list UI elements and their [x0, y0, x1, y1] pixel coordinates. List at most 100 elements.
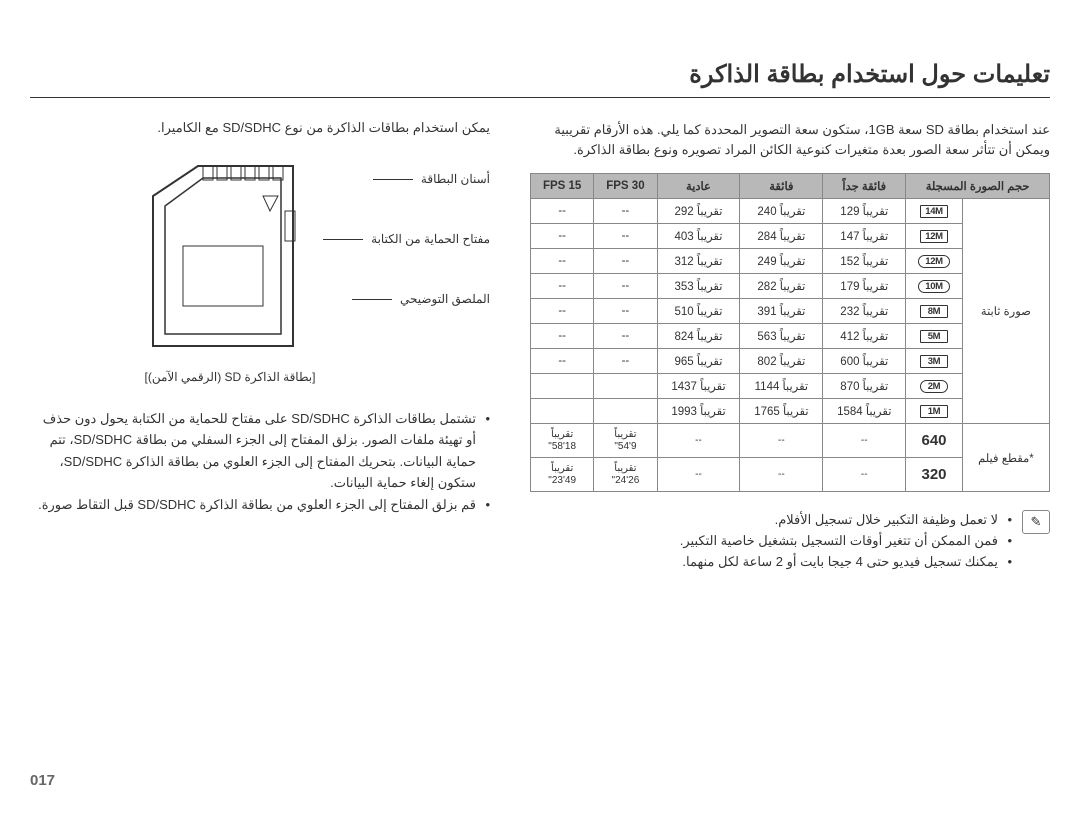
table-cell: --: [594, 324, 657, 349]
table-cell: --: [594, 274, 657, 299]
size-tag: 5M: [920, 330, 948, 343]
table-cell: --: [740, 458, 823, 492]
page-title: تعليمات حول استخدام بطاقة الذاكرة: [30, 60, 1050, 98]
size-tag: 2M: [920, 380, 948, 393]
table-cell: تقريباً 179: [823, 274, 906, 299]
table-header-row: حجم الصورة المسجلة فائقة جداً فائقة عادي…: [531, 174, 1050, 199]
note-item: فمن الممكن أن تتغير أوقات التسجيل بتشغيل…: [530, 531, 1012, 552]
note-icon: ✎: [1022, 510, 1050, 534]
table-cell: --: [531, 199, 594, 224]
row-type-still: صورة ثابتة: [962, 199, 1049, 424]
capacity-table: حجم الصورة المسجلة فائقة جداً فائقة عادي…: [530, 173, 1050, 492]
table-cell: تقريباً 1144: [740, 374, 823, 399]
table-cell: --: [740, 424, 823, 458]
table-cell: تقريباً 563: [740, 324, 823, 349]
diagram-caption: [بطاقة الذاكرة SD (الرقمي الآمن)]: [30, 370, 430, 384]
table-cell: --: [531, 349, 594, 374]
size-tag: 10M: [918, 280, 950, 293]
bullets-right: تشتمل بطاقات الذاكرة SD/SDHC على مفتاح ل…: [30, 408, 490, 515]
th-size: حجم الصورة المسجلة: [906, 174, 1050, 199]
table-cell: تقريباً 282: [740, 274, 823, 299]
table-cell: --: [594, 299, 657, 324]
diagram-label-lock: مفتاح الحماية من الكتابة: [371, 232, 490, 246]
table-cell: --: [823, 424, 906, 458]
table-cell: تقريباً 1437: [657, 374, 740, 399]
size-tag: 3M: [920, 355, 948, 368]
row-type-video: *مقطع فيلم: [962, 424, 1049, 492]
table-cell: [594, 399, 657, 424]
size-tag-cell: 2M: [906, 374, 963, 399]
table-cell: تقريباً49'23": [531, 458, 594, 492]
table-cell: --: [531, 249, 594, 274]
table-cell: تقريباً 240: [740, 199, 823, 224]
video-size-tag: 320: [906, 458, 963, 492]
table-cell: [531, 399, 594, 424]
table-cell: تقريباً 1993: [657, 399, 740, 424]
bullet-item: قم بزلق المفتاح إلى الجزء العلوي من بطاق…: [30, 494, 490, 515]
table-cell: تقريباً 391: [740, 299, 823, 324]
size-tag: 8M: [920, 305, 948, 318]
table-cell: تقريباً 353: [657, 274, 740, 299]
table-cell: --: [594, 224, 657, 249]
size-tag: 12M: [918, 255, 950, 268]
table-cell: تقريباً 152: [823, 249, 906, 274]
size-tag: 14M: [920, 205, 948, 218]
size-tag-cell: 12M: [906, 249, 963, 274]
table-cell: تقريباً 403: [657, 224, 740, 249]
table-cell: تقريباً 1584: [823, 399, 906, 424]
diagram-label-teeth: أسنان البطاقة: [421, 172, 490, 186]
size-tag-cell: 10M: [906, 274, 963, 299]
table-cell: تقريباً 802: [740, 349, 823, 374]
page-number: 017: [30, 772, 55, 789]
table-cell: --: [531, 299, 594, 324]
table-cell: --: [594, 349, 657, 374]
size-tag-cell: 14M: [906, 199, 963, 224]
table-cell: تقريباً18'58": [531, 424, 594, 458]
size-tag-cell: 12M: [906, 224, 963, 249]
table-cell: تقريباً 870: [823, 374, 906, 399]
diagram-label-sticker: الملصق التوضيحي: [400, 292, 490, 306]
th-fine: فائقة: [740, 174, 823, 199]
table-cell: تقريباً 147: [823, 224, 906, 249]
table-row: صورة ثابتة14Mتقريباً 129تقريباً 240تقريب…: [531, 199, 1050, 224]
table-cell: تقريباً9'54": [594, 424, 657, 458]
table-cell: تقريباً 510: [657, 299, 740, 324]
table-cell: تقريباً 312: [657, 249, 740, 274]
size-tag-cell: 5M: [906, 324, 963, 349]
table-cell: --: [531, 274, 594, 299]
table-cell: تقريباً 232: [823, 299, 906, 324]
table-cell: تقريباً 600: [823, 349, 906, 374]
notes-left: ✎ لا تعمل وظيفة التكبير خلال تسجيل الأفل…: [530, 510, 1050, 572]
table-cell: --: [823, 458, 906, 492]
table-cell: تقريباً 292: [657, 199, 740, 224]
th-fps30: FPS 30: [594, 174, 657, 199]
table-row: *مقطع فيلم640------تقريباً9'54"تقريباً18…: [531, 424, 1050, 458]
table-cell: تقريباً 824: [657, 324, 740, 349]
th-superfine: فائقة جداً: [823, 174, 906, 199]
table-cell: [531, 374, 594, 399]
table-cell: تقريباً 965: [657, 349, 740, 374]
table-cell: --: [594, 199, 657, 224]
table-cell: --: [531, 224, 594, 249]
table-cell: تقريباً 129: [823, 199, 906, 224]
table-cell: تقريباً 249: [740, 249, 823, 274]
table-cell: [594, 374, 657, 399]
table-cell: --: [531, 324, 594, 349]
note-item: لا تعمل وظيفة التكبير خلال تسجيل الأفلام…: [530, 510, 1012, 531]
size-tag-cell: 3M: [906, 349, 963, 374]
table-cell: --: [657, 424, 740, 458]
size-tag: 12M: [920, 230, 948, 243]
intro-right: يمكن استخدام بطاقات الذاكرة من نوع SD/SD…: [30, 120, 490, 136]
sd-card-diagram: أسنان البطاقة مفتاح الحماية من الكتابة ا…: [30, 156, 490, 356]
note-item: يمكنك تسجيل فيديو حتى 4 جيجا بايت أو 2 س…: [530, 552, 1012, 573]
size-tag-cell: 1M: [906, 399, 963, 424]
table-cell: --: [657, 458, 740, 492]
sd-card-icon: [143, 156, 303, 356]
table-cell: تقريباً 1765: [740, 399, 823, 424]
size-tag-cell: 8M: [906, 299, 963, 324]
table-cell: تقريباً 284: [740, 224, 823, 249]
table-cell: --: [594, 249, 657, 274]
intro-left: عند استخدام بطاقة SD سعة 1GB، ستكون سعة …: [530, 120, 1050, 159]
bullet-item: تشتمل بطاقات الذاكرة SD/SDHC على مفتاح ل…: [30, 408, 490, 494]
th-fps15: FPS 15: [531, 174, 594, 199]
